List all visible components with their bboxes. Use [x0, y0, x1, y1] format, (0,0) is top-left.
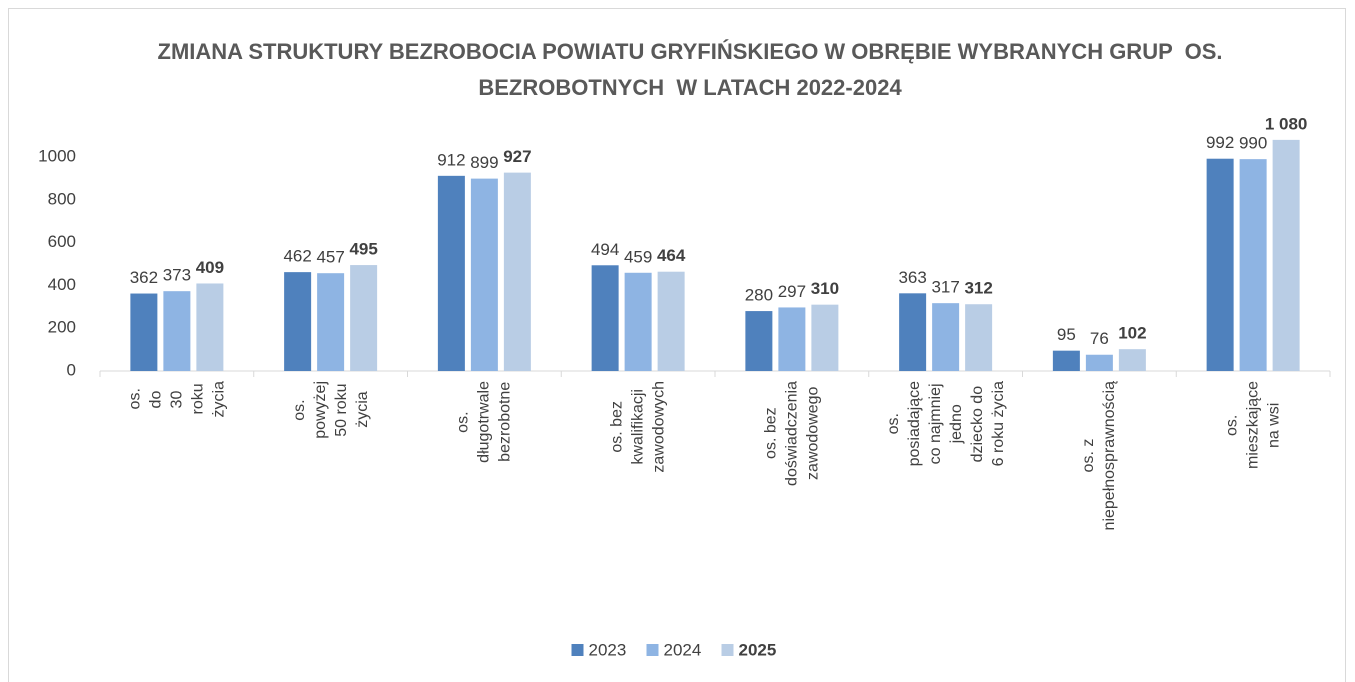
data-label: 899: [470, 153, 498, 172]
bar: [503, 172, 531, 371]
bar: [745, 311, 773, 371]
data-label: 459: [624, 247, 652, 266]
bar: [163, 291, 191, 371]
chart-frame: [8, 8, 1346, 682]
bar: [437, 175, 465, 371]
bar: [932, 303, 960, 371]
y-tick-label: 600: [48, 232, 76, 251]
bar: [899, 293, 927, 371]
data-label: 927: [503, 147, 531, 166]
data-label: 363: [898, 268, 926, 287]
data-label: 312: [964, 279, 992, 298]
legend-swatch: [646, 644, 659, 656]
data-label: 310: [811, 279, 839, 298]
data-label: 457: [316, 248, 344, 267]
bar: [1272, 139, 1300, 371]
data-label: 297: [778, 282, 806, 301]
x-tick-label: os. mieszkające na wsi: [1223, 381, 1283, 470]
data-label: 1 080: [1265, 114, 1308, 133]
x-tick-label: os. posiadające co najmniej jedno dzieck…: [884, 380, 1007, 467]
bar: [350, 265, 378, 371]
data-label: 494: [591, 240, 619, 259]
data-label: 462: [283, 247, 311, 266]
data-label: 317: [931, 278, 959, 297]
data-label: 495: [349, 240, 377, 259]
chart-title: ZMIANA STRUKTURY BEZROBOCIA POWIATU GRYF…: [157, 39, 1229, 100]
y-tick-label: 0: [67, 360, 76, 379]
bar: [130, 293, 158, 371]
legend-label: 2024: [664, 640, 702, 659]
y-tick-label: 800: [48, 189, 76, 208]
data-label: 373: [163, 266, 191, 285]
legend-label: 2023: [589, 640, 627, 659]
y-tick-label: 1000: [38, 146, 76, 165]
x-tick-label: os. długotrwale bezrobotne: [454, 381, 514, 463]
x-tick-label: os. bez kwalifikacji zawodowych: [608, 381, 668, 473]
x-tick-label: os. bez doświadczenia zawodowego: [762, 381, 822, 486]
y-tick-label: 400: [48, 275, 76, 294]
bar: [1085, 354, 1113, 371]
data-label: 280: [745, 286, 773, 305]
bar: [317, 273, 345, 371]
bar: [470, 178, 498, 371]
data-label: 912: [437, 150, 465, 169]
bar: [657, 271, 685, 371]
bar: [624, 272, 652, 371]
bar: [284, 272, 312, 371]
bar: [196, 283, 224, 371]
bar: [778, 307, 806, 371]
data-label: 95: [1057, 325, 1076, 344]
bar: [1206, 158, 1234, 371]
bar: [811, 304, 839, 371]
data-label: 990: [1239, 134, 1267, 153]
data-label: 464: [657, 246, 686, 265]
legend-swatch: [721, 644, 734, 656]
data-label: 992: [1206, 133, 1234, 152]
data-label: 362: [130, 268, 158, 287]
data-label: 409: [196, 258, 224, 277]
bar: [1052, 350, 1080, 371]
x-tick-label: os. z niepełnosprawnością: [1080, 381, 1119, 531]
data-label: 102: [1118, 324, 1146, 343]
data-label: 76: [1090, 329, 1109, 348]
bar: [1118, 349, 1146, 371]
y-tick-label: 200: [48, 318, 76, 337]
legend-swatch: [571, 644, 584, 656]
bar: [591, 265, 619, 371]
x-tick-label: os. powyżej 50 roku życia: [290, 380, 371, 439]
bar: [965, 304, 993, 371]
legend-label: 2025: [739, 640, 777, 659]
x-tick-label: os. do 30 roku życia: [126, 381, 228, 418]
bar: [1239, 159, 1267, 371]
